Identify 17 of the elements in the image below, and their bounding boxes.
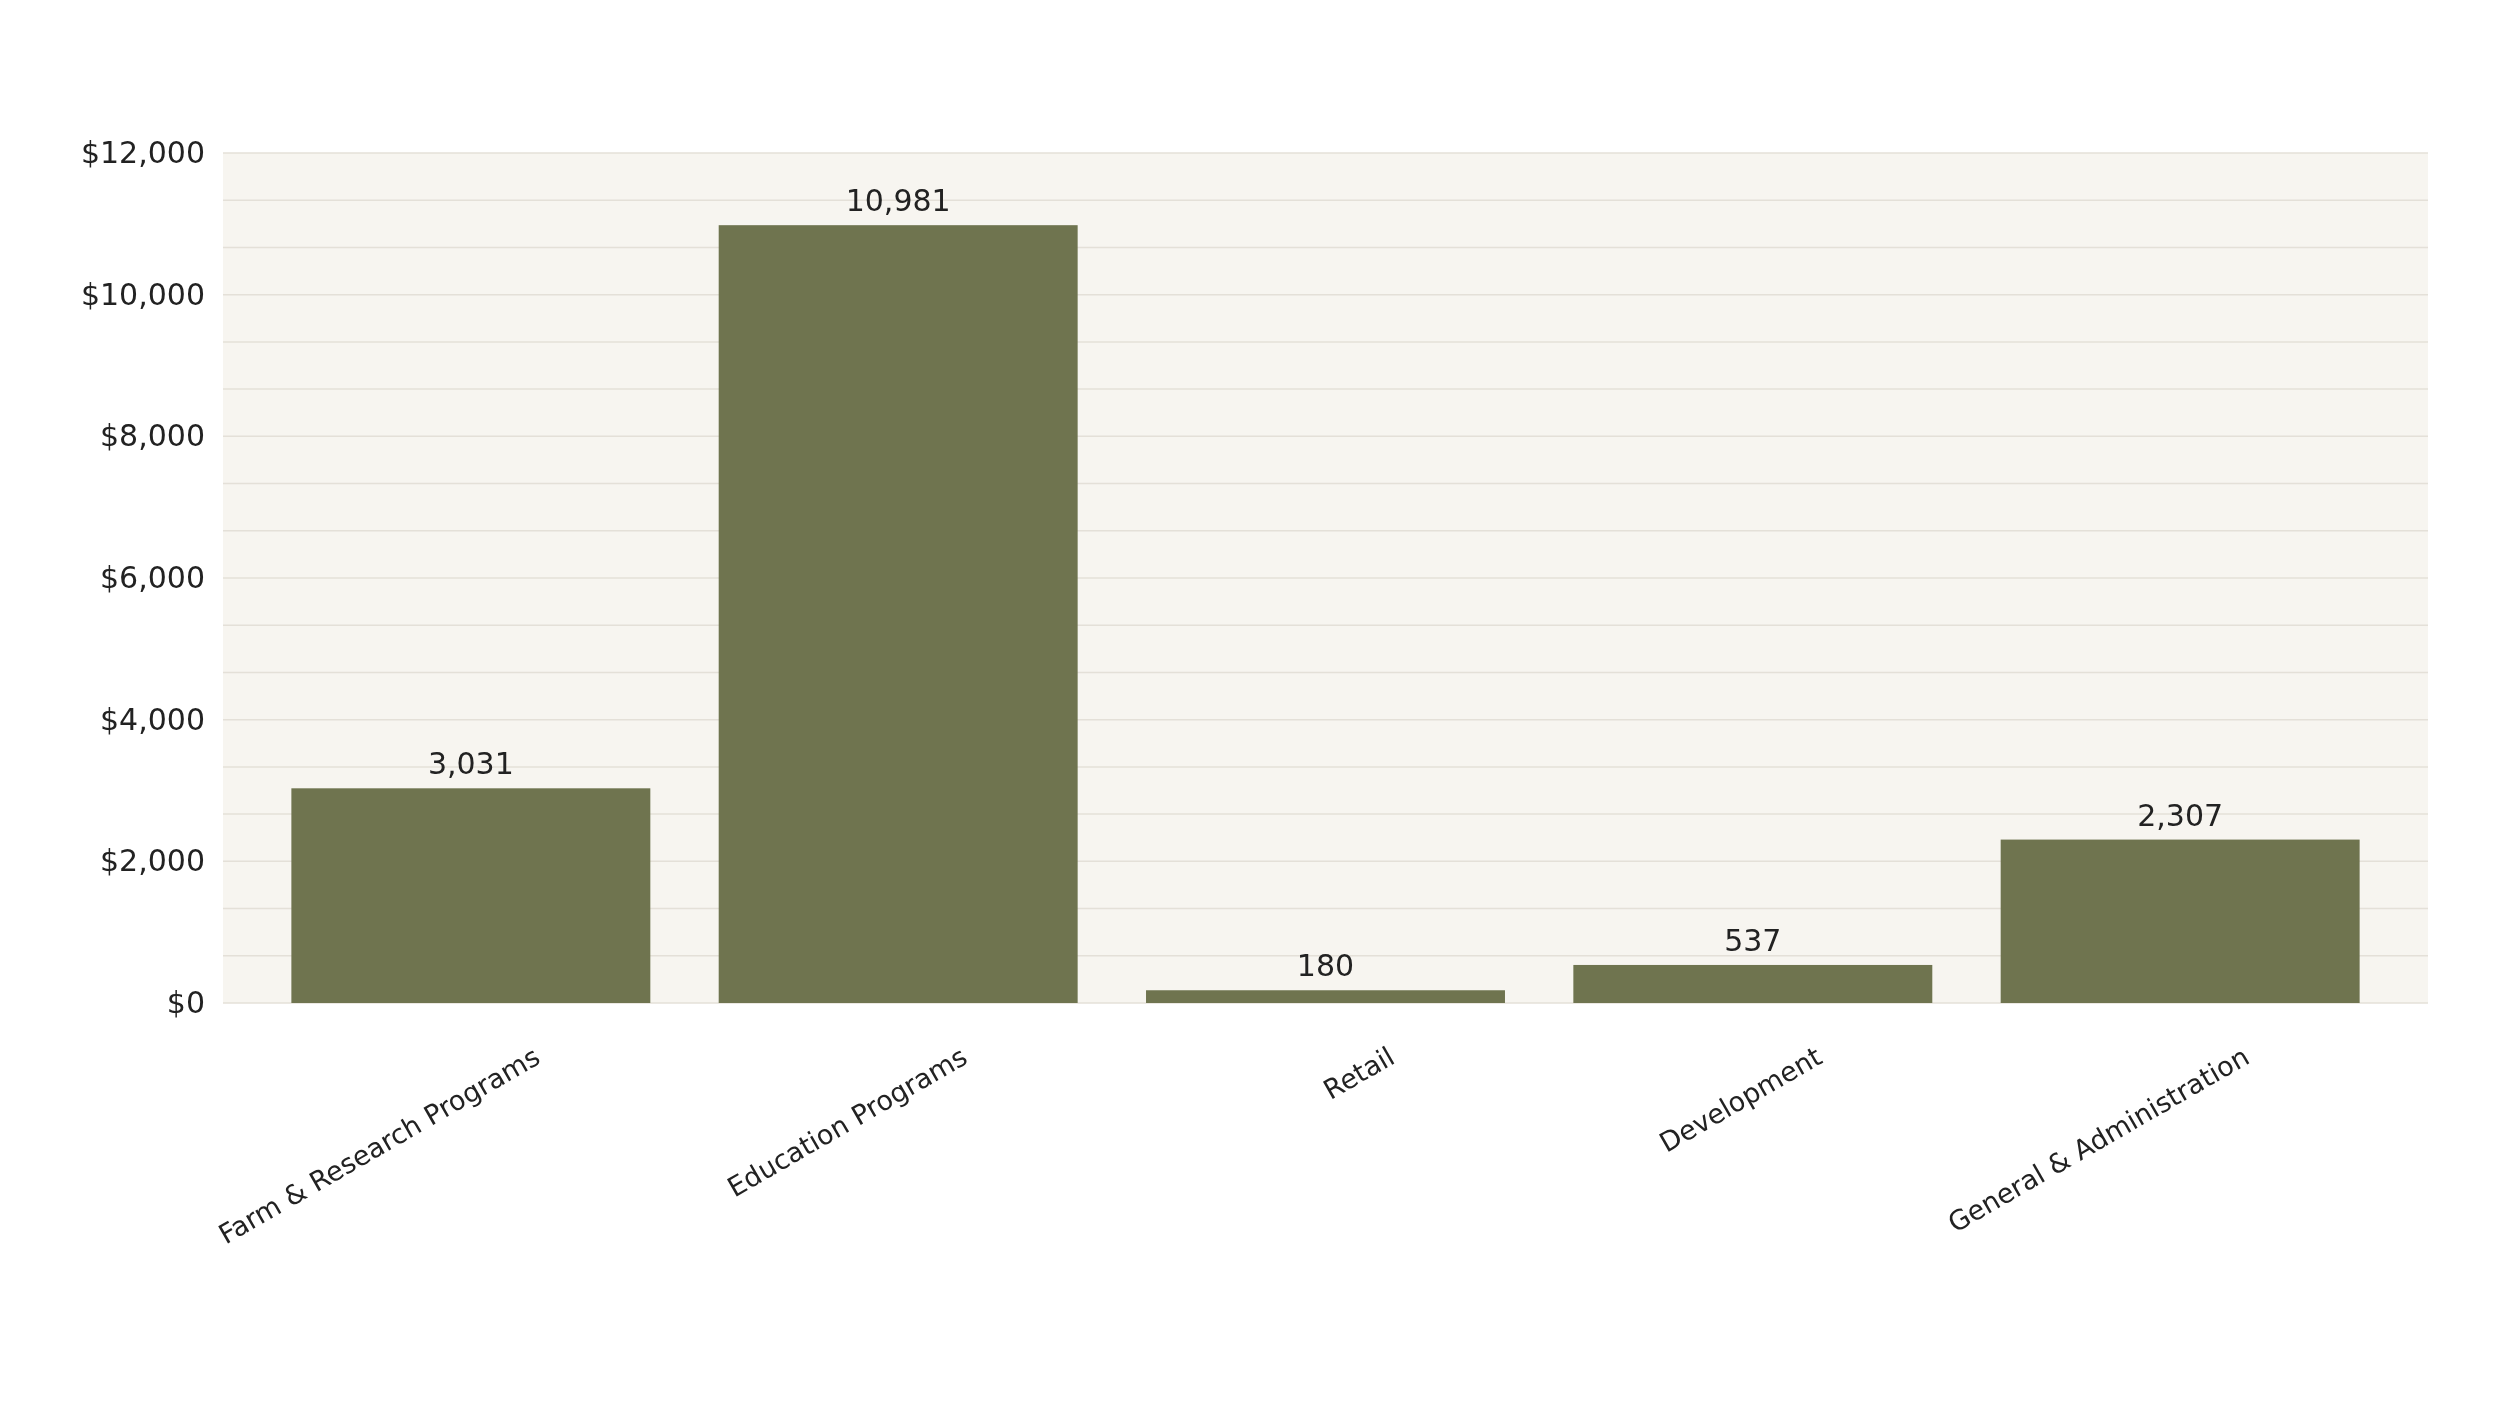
y-tick-label: $12,000 bbox=[80, 135, 205, 171]
y-tick-label: $0 bbox=[166, 985, 205, 1021]
bar bbox=[2000, 839, 2360, 1003]
bar bbox=[291, 788, 651, 1003]
data-label: 10,981 bbox=[845, 183, 951, 219]
data-label: 180 bbox=[1296, 948, 1355, 984]
y-tick-label: $6,000 bbox=[100, 560, 205, 596]
bar bbox=[1573, 964, 1933, 1003]
y-tick-label: $2,000 bbox=[100, 843, 205, 879]
y-tick-label: $4,000 bbox=[100, 701, 205, 737]
data-label: 3,031 bbox=[427, 746, 514, 782]
data-label: 537 bbox=[1724, 922, 1782, 958]
data-label: 2,307 bbox=[2137, 797, 2224, 833]
bar bbox=[1146, 990, 1505, 1003]
y-tick-label: $10,000 bbox=[80, 276, 205, 312]
y-tick-label: $8,000 bbox=[100, 418, 205, 454]
bar bbox=[718, 225, 1078, 1003]
